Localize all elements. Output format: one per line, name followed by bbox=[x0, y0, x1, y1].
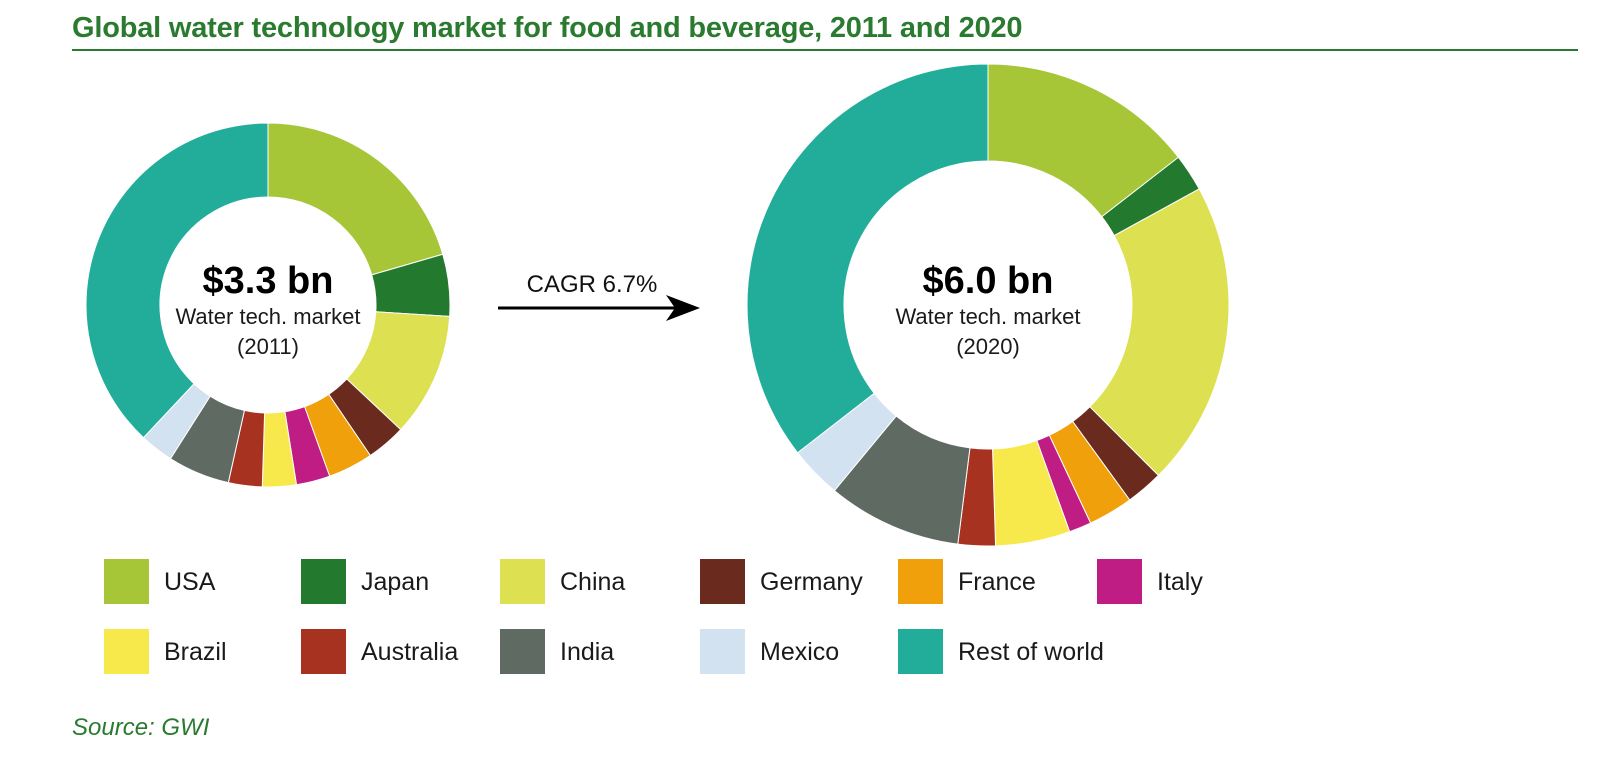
legend-item-china: China bbox=[500, 559, 625, 604]
slice-2011-usa bbox=[267, 122, 444, 276]
legend-item-australia: Australia bbox=[301, 629, 458, 674]
legend-label-italy: Italy bbox=[1157, 568, 1203, 596]
center-label-2020: $6.0 bn Water tech. market (2020) bbox=[895, 260, 1080, 359]
slice-2020-china bbox=[1089, 188, 1230, 477]
donut-2020 bbox=[746, 63, 1230, 547]
legend-item-germany: Germany bbox=[700, 559, 863, 604]
legend-label-brazil: Brazil bbox=[164, 638, 227, 666]
arrow-head bbox=[666, 295, 700, 321]
legend: USA Japan China Germany France Italy Brazil Aus… bbox=[104, 559, 1203, 674]
legend-label-germany: Germany bbox=[760, 568, 863, 596]
slice-2011-rest-of-world bbox=[85, 122, 269, 439]
legend-swatch-usa bbox=[104, 559, 149, 604]
legend-label-japan: Japan bbox=[361, 568, 429, 596]
legend-label-usa: USA bbox=[164, 568, 216, 596]
title-rule bbox=[72, 49, 1578, 51]
center-value-2020: $6.0 bn bbox=[923, 260, 1054, 302]
legend-label-india: India bbox=[560, 638, 614, 666]
legend-swatch-china bbox=[500, 559, 545, 604]
center-label-2011: $3.3 bn Water tech. market (2011) bbox=[175, 260, 360, 359]
legend-item-brazil: Brazil bbox=[104, 629, 227, 674]
center-line2-2011: (2011) bbox=[237, 334, 299, 359]
legend-swatch-australia bbox=[301, 629, 346, 674]
legend-label-rest-of-world: Rest of world bbox=[958, 638, 1104, 666]
legend-item-usa: USA bbox=[104, 559, 216, 604]
chart-title: Global water technology market for food … bbox=[72, 12, 1023, 44]
center-line1-2011: Water tech. market bbox=[175, 304, 360, 329]
legend-swatch-mexico bbox=[700, 629, 745, 674]
slice-2020-rest-of-world bbox=[746, 63, 989, 454]
legend-item-japan: Japan bbox=[301, 559, 429, 604]
center-line2-2020: (2020) bbox=[956, 334, 1020, 359]
legend-label-australia: Australia bbox=[361, 638, 458, 666]
source-note: Source: GWI bbox=[72, 714, 210, 741]
legend-swatch-india bbox=[500, 629, 545, 674]
center-line1-2020: Water tech. market bbox=[895, 304, 1080, 329]
legend-label-china: China bbox=[560, 568, 625, 596]
legend-label-mexico: Mexico bbox=[760, 638, 839, 666]
legend-swatch-italy bbox=[1097, 559, 1142, 604]
center-value-2011: $3.3 bn bbox=[203, 260, 334, 302]
cagr-label: CAGR 6.7% bbox=[527, 271, 658, 298]
legend-item-france: France bbox=[898, 559, 1036, 604]
cagr-arrow: CAGR 6.7% bbox=[498, 271, 700, 321]
legend-item-mexico: Mexico bbox=[700, 629, 839, 674]
legend-swatch-brazil bbox=[104, 629, 149, 674]
donut-2011 bbox=[85, 122, 451, 488]
legend-label-france: France bbox=[958, 568, 1036, 596]
legend-item-rest-of-world: Rest of world bbox=[898, 629, 1104, 674]
legend-item-italy: Italy bbox=[1097, 559, 1203, 604]
legend-swatch-france bbox=[898, 559, 943, 604]
legend-swatch-germany bbox=[700, 559, 745, 604]
legend-swatch-japan bbox=[301, 559, 346, 604]
legend-item-india: India bbox=[500, 629, 614, 674]
legend-swatch-rest-of-world bbox=[898, 629, 943, 674]
